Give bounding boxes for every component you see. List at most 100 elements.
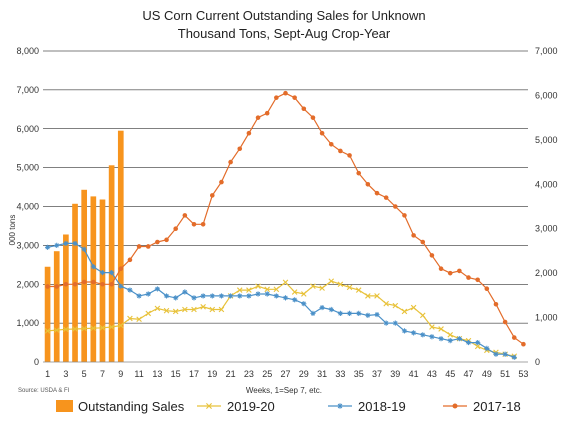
point-2019-20	[319, 285, 325, 291]
x-axis-label: Weeks, 1=Sep 7, etc.	[246, 386, 322, 395]
point-2017-18	[72, 281, 78, 287]
point-2017-18	[173, 226, 178, 232]
point-2019-20	[328, 278, 335, 284]
chart-subtitle: Thousand Tons, Sept-Aug Crop-Year	[178, 26, 391, 41]
point-2017-18	[54, 284, 60, 289]
point-2017-18	[182, 213, 188, 218]
point-2018-19	[310, 310, 316, 317]
point-2018-19	[191, 295, 197, 301]
y-right-tick-label: 2,000	[535, 268, 558, 278]
point-2019-20	[419, 312, 426, 319]
y-right-tick-label: 6,000	[535, 90, 558, 100]
point-2019-20	[154, 305, 161, 312]
x-tick-label: 23	[244, 369, 254, 379]
point-2017-18	[466, 275, 471, 280]
bar-outstanding-sales	[108, 165, 115, 362]
x-tick-label: 41	[409, 369, 419, 379]
point-2017-18	[356, 170, 362, 176]
point-2018-19	[401, 328, 408, 334]
point-2019-20	[99, 325, 106, 331]
point-2018-19	[99, 269, 106, 276]
point-2017-18	[420, 239, 426, 245]
point-2018-19	[44, 244, 51, 250]
point-2019-20	[291, 289, 298, 295]
x-tick-label: 9	[118, 369, 123, 379]
source-note: Source: USDA & FI	[18, 388, 70, 394]
point-2018-19	[63, 240, 69, 247]
point-2019-20	[108, 324, 115, 330]
point-2018-19	[438, 336, 444, 342]
y-left-tick-label: 5,000	[16, 163, 39, 173]
point-2018-19	[54, 242, 60, 248]
point-2017-18	[200, 221, 206, 227]
point-2019-20	[163, 307, 170, 314]
point-2018-19	[136, 293, 142, 299]
point-2019-20	[374, 293, 380, 299]
point-2018-19	[182, 289, 188, 295]
line-series-group	[44, 90, 526, 360]
point-2017-18	[264, 110, 270, 116]
point-2018-19	[255, 291, 261, 297]
point-2018-19	[493, 351, 499, 357]
point-2017-18	[209, 193, 215, 198]
bar-outstanding-sales	[90, 196, 97, 362]
bar-outstanding-sales	[63, 234, 69, 362]
point-2018-19	[356, 310, 362, 317]
point-2019-20	[90, 325, 97, 331]
legend-label-2017-18: 2017-18	[473, 399, 521, 414]
point-2018-19	[227, 293, 234, 299]
point-2019-20	[246, 287, 252, 293]
point-2018-19	[383, 320, 389, 326]
point-2019-20	[392, 302, 399, 309]
point-2018-19	[90, 264, 96, 270]
point-2017-18	[45, 284, 50, 289]
point-2019-20	[81, 325, 87, 332]
x-tick-label: 19	[207, 369, 217, 379]
x-tick-label: 5	[82, 369, 87, 379]
point-2017-18	[127, 257, 133, 263]
x-tick-label: 21	[226, 369, 236, 379]
point-2018-19	[374, 311, 380, 318]
point-2017-18	[219, 179, 224, 185]
point-2017-18	[447, 270, 453, 276]
point-2017-18	[319, 130, 325, 136]
legend-swatch-outstanding-sales	[56, 400, 73, 412]
point-2018-19	[511, 354, 517, 360]
point-2017-18	[438, 266, 444, 272]
bar-outstanding-sales	[53, 251, 60, 362]
point-2019-20	[72, 326, 78, 332]
point-2019-20	[429, 324, 435, 330]
point-2018-19	[337, 310, 344, 317]
point-2018-19	[127, 287, 133, 293]
point-2019-20	[401, 308, 408, 315]
point-2017-18	[502, 319, 508, 325]
point-2017-18	[191, 221, 197, 227]
point-2017-18	[365, 181, 371, 187]
point-2017-18	[109, 281, 114, 287]
point-2019-20	[191, 306, 197, 313]
point-2018-19	[429, 334, 435, 340]
point-2019-20	[383, 300, 389, 307]
point-2019-20	[447, 331, 454, 338]
point-2019-20	[301, 291, 307, 297]
point-2017-18	[511, 335, 517, 340]
legend-marker-2018-19	[337, 403, 343, 409]
point-2017-18	[246, 130, 252, 136]
point-2018-19	[346, 310, 353, 317]
point-2018-19	[456, 336, 462, 342]
point-2018-19	[411, 330, 417, 336]
point-2017-18	[292, 95, 297, 100]
legend-marker-2019-20	[206, 403, 212, 409]
bar-outstanding-sales	[44, 266, 51, 362]
y-left-tick-label: 7,000	[16, 85, 39, 95]
point-2018-19	[365, 312, 371, 318]
point-2017-18	[91, 279, 96, 285]
legend-label-2018-19: 2018-19	[358, 399, 406, 414]
point-2017-18	[145, 244, 151, 249]
point-2018-19	[163, 293, 170, 299]
y-right-tick-label: 4,000	[535, 179, 558, 189]
point-2018-19	[502, 351, 508, 357]
y-right-tick-label: 0	[535, 357, 540, 367]
x-tick-label: 53	[518, 369, 528, 379]
